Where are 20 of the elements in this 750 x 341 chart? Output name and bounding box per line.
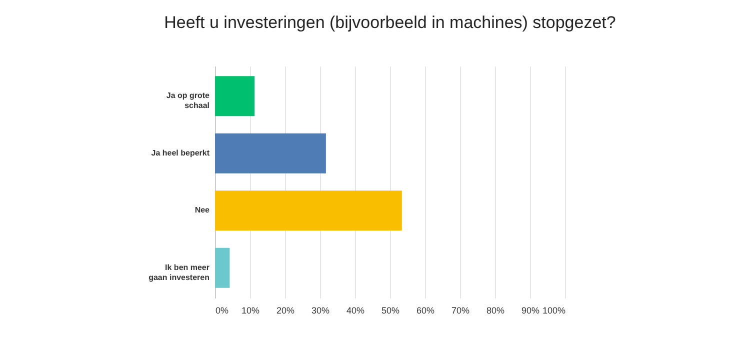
- x-tick-label: 60%: [416, 306, 435, 316]
- x-tick-label: 0%: [216, 306, 229, 316]
- y-tick-label: Nee: [194, 206, 210, 215]
- x-tick-label: 70%: [451, 306, 470, 316]
- x-tick-label: 30%: [311, 306, 330, 316]
- x-tick-label: 20%: [276, 306, 295, 316]
- bar: [215, 133, 326, 174]
- y-tick-label: Ik ben meer gaan investeren: [148, 262, 210, 282]
- x-tick-label: 90%: [521, 306, 540, 316]
- bar: [215, 190, 402, 231]
- x-tick-label: 50%: [381, 306, 400, 316]
- y-tick-label: Ja heel beperkt: [151, 148, 210, 158]
- y-tick-label: Ja op grote schaal: [166, 91, 210, 110]
- x-tick-label: 80%: [486, 306, 505, 316]
- chart-title: Heeft u investeringen (bijvoorbeeld in machines) stopgezet?: [164, 13, 616, 32]
- x-tick-label: 100%: [542, 306, 566, 316]
- bar: [215, 248, 230, 288]
- x-tick-label: 10%: [241, 306, 260, 316]
- bar: [215, 76, 255, 116]
- x-tick-label: 40%: [346, 306, 365, 316]
